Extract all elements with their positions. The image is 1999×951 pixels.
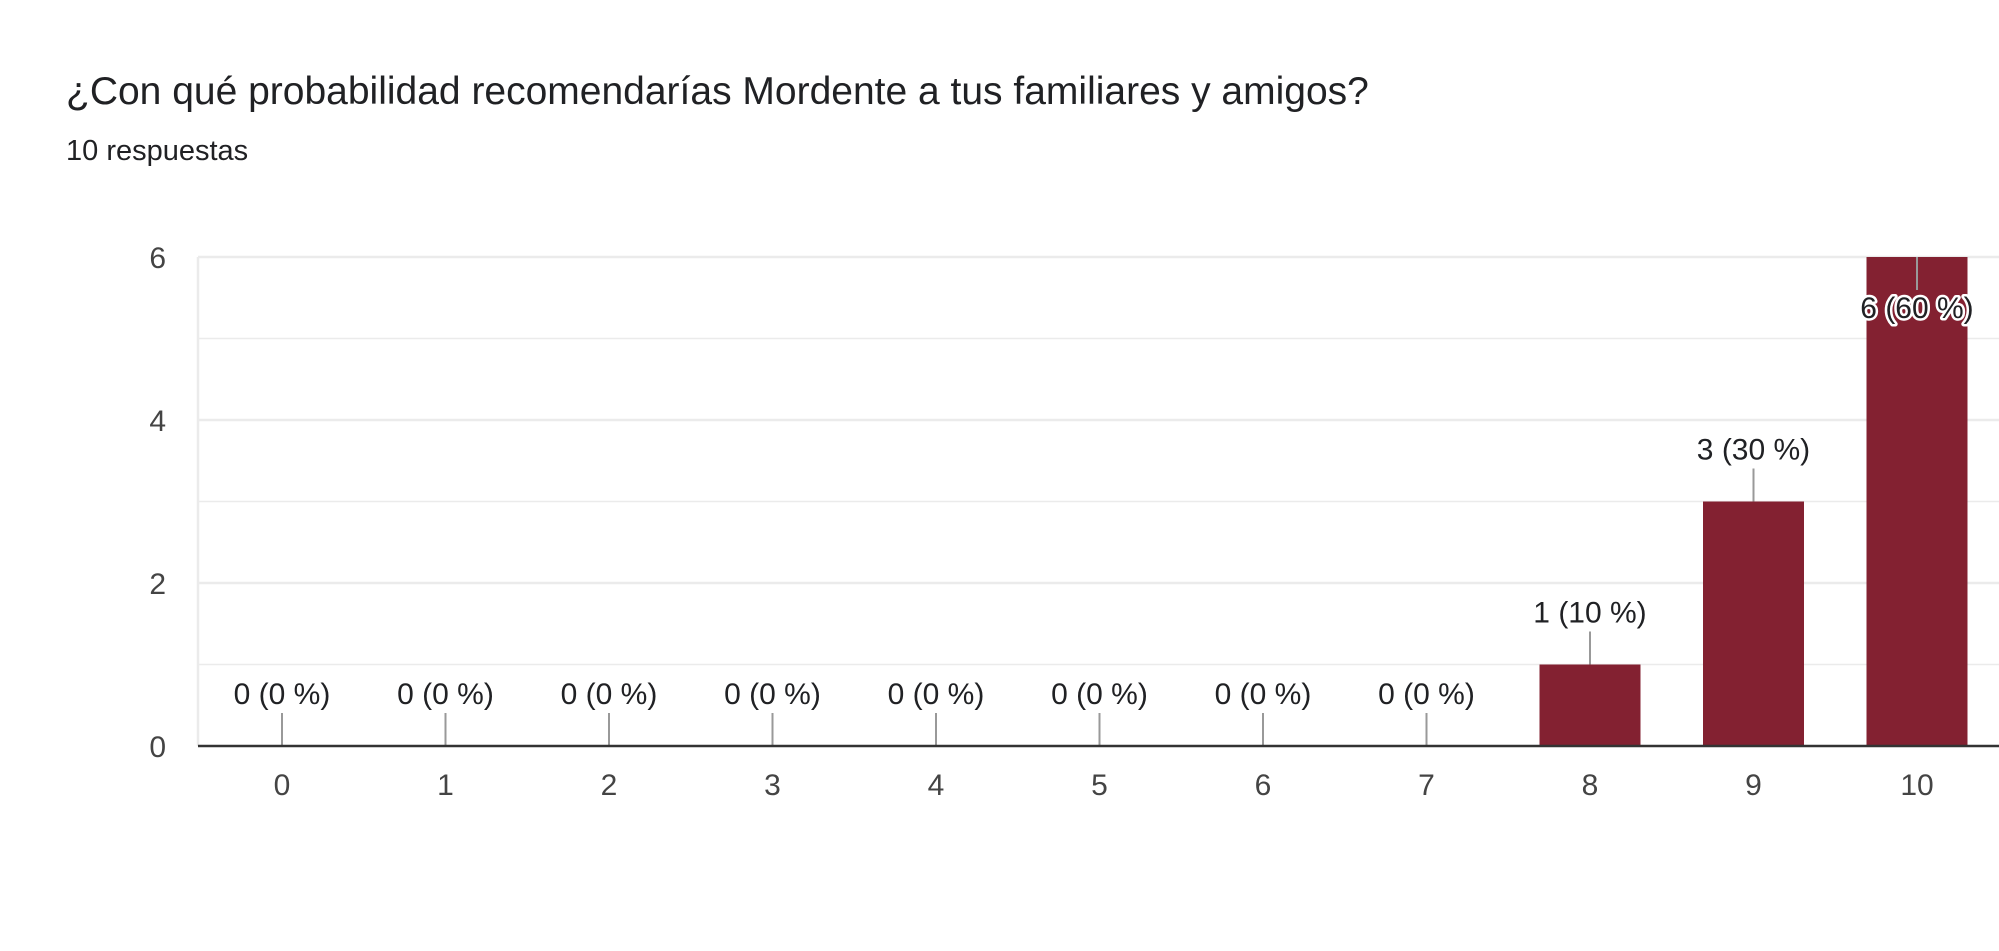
y-tick-label: 4 [149,405,166,438]
data-label-0: 0 (0 %) [234,678,331,711]
bar-9 [1703,501,1804,746]
bar-10 [1866,257,1968,746]
data-label-1: 0 (0 %) [397,678,494,711]
response-count: 10 respuestas [66,135,249,167]
y-axis: 0 2 4 6 [149,242,166,764]
data-label-7: 0 (0 %) [1378,678,1475,711]
x-axis: 0 1 2 3 4 5 6 7 8 9 10 [198,744,1999,802]
y-tick-label: 6 [149,242,166,275]
chart-title: ¿Con qué probabilidad recomendarías Mord… [66,70,1369,113]
data-label-5: 0 (0 %) [1051,678,1148,711]
y-tick-label: 2 [149,568,166,601]
data-label-8: 1 (10 %) [1533,597,1646,630]
data-label-6: 0 (0 %) [1215,678,1312,711]
x-tick-label: 3 [764,769,781,802]
y-tick-label: 0 [149,731,166,764]
data-label-4: 0 (0 %) [888,678,985,711]
x-tick-label: 5 [1091,769,1108,802]
bar-8 [1539,664,1641,746]
data-labels: 0 (0 %) 0 (0 %) 0 (0 %) 0 (0 %) 0 (0 %) 0 (0 … [234,290,1977,712]
x-tick-label: 9 [1745,769,1762,802]
data-label-10: 6 (60 %) [1860,292,1973,325]
x-tick-label: 4 [928,769,945,802]
data-label-9: 3 (30 %) [1697,434,1810,467]
data-label-3: 0 (0 %) [724,678,821,711]
x-tick-label: 0 [274,769,291,802]
gridlines [196,255,1999,746]
x-tick-label: 6 [1255,769,1272,802]
bars [1539,257,1968,746]
x-tick-label: 1 [437,769,454,802]
leader-lines [281,257,1918,746]
x-tick-label: 8 [1582,769,1599,802]
data-label-2: 0 (0 %) [561,678,658,711]
x-tick-label: 2 [601,769,618,802]
x-tick-label: 10 [1900,769,1933,802]
x-tick-label: 7 [1418,769,1435,802]
